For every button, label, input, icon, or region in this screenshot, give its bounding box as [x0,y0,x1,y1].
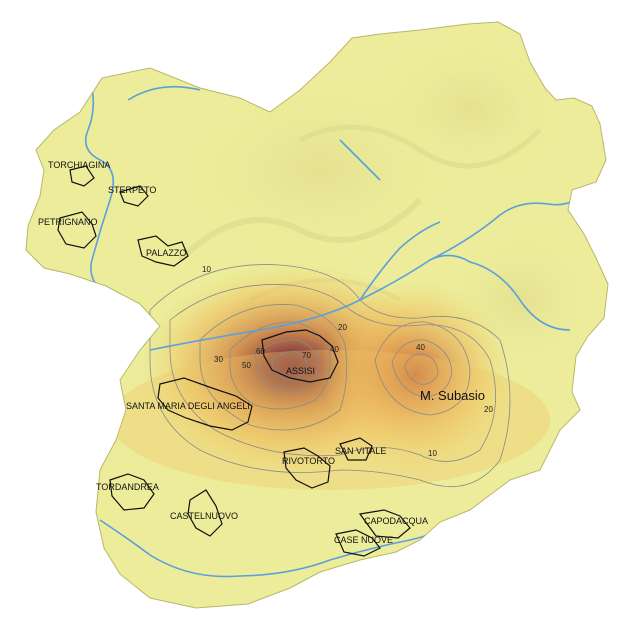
label-castelnuovo: CASTELNUOVO [170,511,238,521]
label-peak: M. Subasio [420,388,485,403]
outline-torchiagina [69,165,95,187]
label-santa-maria: SANTA MARIA DEGLI ANGELI [126,401,250,411]
contour-label: 20 [484,405,493,414]
contour-label: 60 [256,347,265,356]
label-capodacqua: CAPODACQUA [364,516,428,526]
label-case-nuove: CASE NUOVE [334,535,393,545]
contour-label: 20 [338,323,347,332]
outline-petrignano [57,211,97,249]
contour-label: 30 [214,355,223,364]
outline-rivotorto [283,447,331,489]
outline-case-nuove [335,529,381,557]
heat-band [110,350,550,490]
outline-assisi [261,329,339,383]
outline-sterpeto [119,185,149,207]
outline-castelnuovo [187,489,223,537]
contour-label: 10 [428,449,437,458]
outline-santa-maria [157,377,253,431]
outline-tordandrea [109,473,155,511]
contour-label: 40 [330,345,339,354]
outline-palazzo [137,235,189,267]
label-petrignano: PETRIGNANO [38,217,98,227]
label-assisi: ASSISI [286,366,315,376]
label-palazzo: PALAZZO [146,248,186,258]
heat-subasio [320,280,510,470]
contour-labels: 10 20 30 40 50 60 70 40 20 10 [202,265,493,458]
place-labels: TORCHIAGINA STERPETO PETRIGNANO PALAZZO … [38,160,485,545]
label-tordandrea: TORDANDREA [96,482,159,492]
outline-san-vitale [339,437,373,461]
label-sterpeto: STERPETO [108,185,156,195]
contour-label: 70 [302,351,311,360]
label-san-vitale: SAN VITALE [335,446,386,456]
label-torchiagina: TORCHIAGINA [48,160,110,170]
outline-capodacqua [358,509,411,539]
label-rivotorto: RIVOTORTO [282,456,335,466]
contour-label: 50 [242,361,251,370]
settlement-outlines [57,165,411,557]
contour-lines [149,264,511,487]
contour-label: 40 [416,343,425,352]
contour-label: 10 [202,265,211,274]
rivers [84,85,591,578]
